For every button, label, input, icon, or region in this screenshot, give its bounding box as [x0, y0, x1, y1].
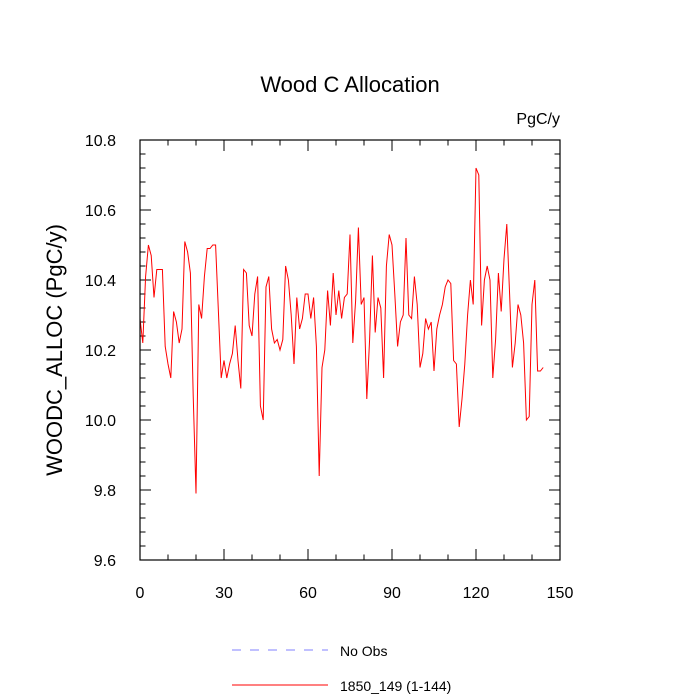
- chart-title: Wood C Allocation: [260, 72, 439, 97]
- legend-label: No Obs: [340, 643, 387, 659]
- y-tick-label: 9.6: [94, 553, 116, 570]
- y-tick-label: 10.8: [85, 133, 116, 150]
- y-tick-label: 10.6: [85, 203, 116, 220]
- y-tick-label: 9.8: [94, 483, 116, 500]
- series-layer: [139, 167, 544, 494]
- legend: No Obs 1850_149 (1-144): [232, 643, 451, 694]
- x-tick-label: 90: [383, 585, 401, 602]
- ticks-layer: 0 30 60 90 120 150 9.6 9.8 10.0 10.2 10.4 10.6 10.8: [85, 133, 574, 602]
- x-tick-label: 60: [299, 585, 317, 602]
- y-tick-label: 10.2: [85, 343, 116, 360]
- legend-label: 1850_149 (1-144): [340, 678, 451, 694]
- y-axis-label: WOODC_ALLOC (PgC/y): [42, 224, 67, 476]
- x-tick-label: 150: [547, 585, 574, 602]
- series-line: [139, 167, 544, 494]
- x-tick-label: 30: [215, 585, 233, 602]
- y-tick-label: 10.0: [85, 413, 116, 430]
- units-label: PgC/y: [516, 111, 560, 128]
- plot-frame: [139, 139, 561, 561]
- x-tick-label: 120: [463, 585, 490, 602]
- y-tick-label: 10.4: [85, 273, 116, 290]
- x-tick-label: 0: [136, 585, 145, 602]
